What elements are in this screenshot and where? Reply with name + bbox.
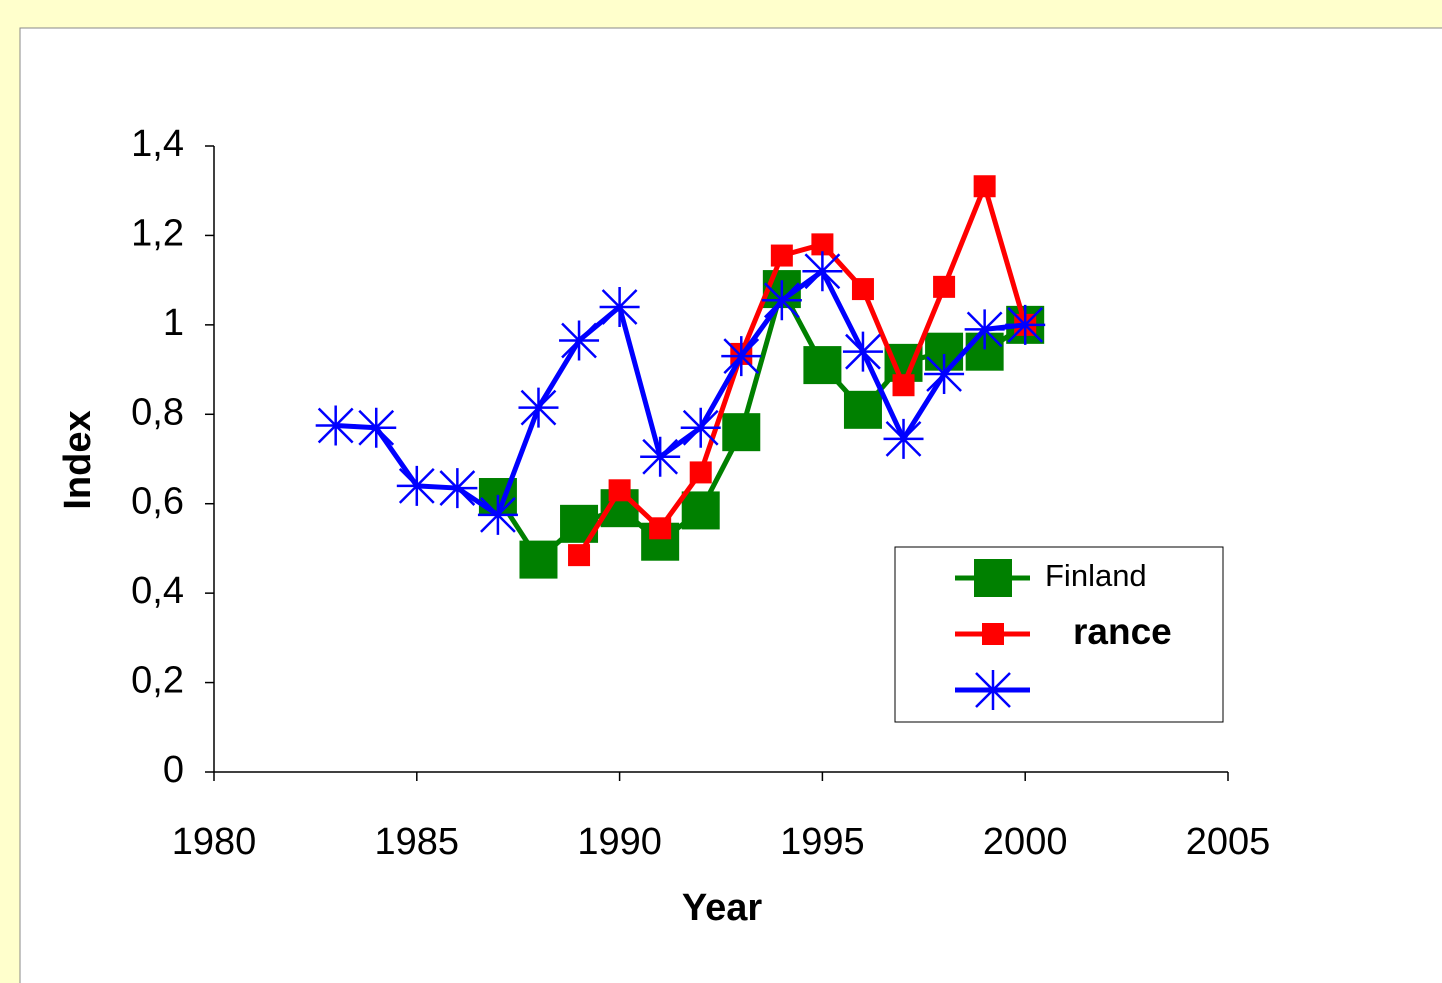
data-point (892, 374, 915, 397)
data-point (851, 278, 874, 301)
data-point (883, 418, 924, 459)
x-tick-label: 2000 (983, 821, 1068, 863)
data-point (437, 468, 478, 509)
x-tick-label: 2005 (1186, 821, 1271, 863)
data-point (924, 354, 965, 395)
legend-label: rance (1073, 611, 1172, 652)
data-point (964, 309, 1005, 350)
x-tick-label: 1990 (577, 821, 662, 863)
data-point (761, 280, 802, 321)
y-tick-label: 1,4 (131, 123, 184, 165)
data-point (803, 346, 842, 385)
data-point (1005, 304, 1046, 345)
data-point (689, 461, 712, 484)
y-tick-label: 1,2 (131, 212, 184, 254)
y-axis-title: Index (57, 410, 99, 509)
data-point (559, 320, 600, 361)
data-point (396, 465, 437, 506)
data-point (770, 244, 793, 267)
data-point (973, 175, 996, 198)
data-point (599, 286, 640, 327)
data-point (649, 517, 672, 540)
data-point (933, 275, 956, 298)
legend-marker (974, 559, 1012, 597)
y-tick-label: 0,6 (131, 481, 184, 523)
legend-label: Finland (1045, 558, 1147, 593)
data-point (680, 407, 721, 448)
data-point (842, 331, 883, 372)
data-point (608, 479, 631, 502)
data-point (640, 436, 681, 477)
x-tick-label: 1985 (375, 821, 460, 863)
data-point (843, 390, 882, 429)
data-point (721, 336, 762, 377)
legend-marker (973, 670, 1013, 710)
x-tick-label: 1980 (172, 821, 257, 863)
data-point (568, 544, 591, 567)
data-point (356, 407, 397, 448)
data-point (722, 413, 761, 452)
chart-panel (19, 27, 1442, 983)
x-axis-title: Year (682, 887, 763, 929)
y-tick-label: 1 (163, 302, 184, 344)
legend-marker (982, 623, 1004, 645)
y-tick-label: 0 (163, 749, 184, 791)
data-point (681, 491, 720, 530)
y-tick-label: 0,8 (131, 391, 184, 433)
y-tick-label: 0,4 (131, 570, 184, 612)
data-point (811, 233, 834, 256)
data-point (315, 405, 356, 446)
data-point (519, 540, 558, 579)
data-point (477, 494, 518, 535)
y-tick-label: 0,2 (131, 660, 184, 702)
legend (894, 546, 1224, 723)
data-point (518, 387, 559, 428)
x-tick-label: 1995 (780, 821, 865, 863)
data-point (802, 251, 843, 292)
